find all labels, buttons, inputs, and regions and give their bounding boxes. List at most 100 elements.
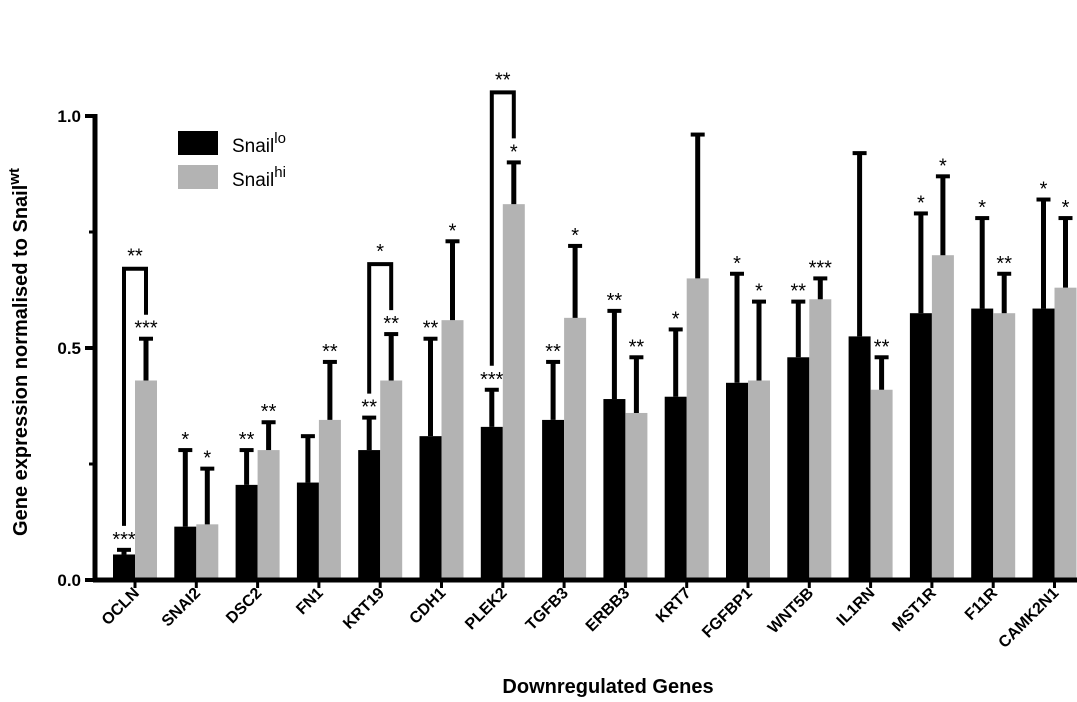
x-tick-label-fn1: FN1 (293, 585, 326, 618)
bar-ocln-hi (135, 380, 157, 580)
bar-mst1r-hi (931, 255, 954, 580)
bar-fgfbp1-lo (726, 382, 748, 580)
significance-f11r-hi: ** (996, 253, 1012, 275)
legend: Snaillo Snailhi (178, 130, 286, 191)
bar-wnt5b-lo (787, 357, 810, 580)
legend-swatch-hi (178, 165, 218, 189)
significance-plek2-hi: * (510, 141, 518, 163)
legend-swatch-lo (178, 131, 218, 155)
bracket-plek2 (489, 90, 516, 366)
bar-plek2-lo (480, 426, 503, 580)
bar-krt7-lo (664, 396, 687, 580)
x-tick-label-dsc2: DSC2 (223, 585, 265, 627)
significance-tgfb3-lo: ** (545, 341, 561, 363)
bracket-label-krt19: * (376, 241, 384, 263)
significance-dsc2-hi: ** (261, 401, 277, 423)
significance-cdh1-lo: ** (423, 318, 439, 340)
bar-il1rn-hi (870, 389, 893, 580)
bar-dsc2-lo (235, 484, 258, 580)
x-tick-label-erbb3: ERBB3 (583, 585, 633, 635)
x-tick-label-f11r: F11R (962, 584, 1001, 623)
bar-krt19-hi (380, 380, 403, 580)
y-tick-label-2: 1.0 (57, 107, 81, 126)
legend-label-lo-sup: lo (274, 130, 286, 147)
significance-krt7-lo: * (672, 308, 680, 330)
bar-snai2-lo (174, 526, 197, 580)
bar-il1rn-lo (848, 336, 871, 580)
x-tick-label-ocln: OCLN (99, 585, 143, 629)
bar-fn1-hi (318, 419, 341, 580)
bar-camk2n1-hi (1054, 287, 1077, 580)
significance-dsc2-lo: ** (239, 429, 255, 451)
bracket-label-ocln: ** (127, 246, 143, 268)
significance-mst1r-hi: * (939, 155, 947, 177)
x-tick-label-mst1r: MST1R (889, 584, 940, 635)
legend-label-hi: Snailhi (232, 164, 286, 191)
significance-fgfbp1-hi: * (755, 281, 763, 303)
bar-cdh1-lo (419, 436, 442, 580)
x-tick-label-plek2: PLEK2 (462, 585, 511, 634)
y-axis-title: Gene expression normalised to Snailwt (6, 168, 32, 536)
significance-ocln-lo: *** (112, 529, 136, 551)
bar-dsc2-hi (257, 450, 280, 580)
significance-il1rn-hi: ** (874, 336, 890, 358)
significance-cdh1-hi: * (449, 220, 457, 242)
bar-mst1r-lo (909, 313, 932, 580)
y-tick-label-1: 0.5 (57, 339, 81, 358)
significance-fgfbp1-lo: * (733, 253, 741, 275)
x-tick-label-krt19: KRT19 (340, 585, 388, 633)
chart-marks: ****************** ***************** *****… (112, 69, 1077, 580)
bracket-krt19 (367, 262, 394, 394)
bar-fn1-lo (296, 482, 319, 580)
x-axis-title: Downregulated Genes (502, 676, 713, 698)
bar-tgfb3-lo (542, 419, 565, 580)
significance-wnt5b-lo: ** (791, 281, 807, 303)
bar-plek2-hi (502, 204, 525, 580)
y-axis-title-main: Gene expression normalised to Snail (10, 185, 32, 536)
x-tick-label-cdh1: CDH1 (407, 585, 450, 628)
significance-mst1r-lo: * (917, 192, 925, 214)
bar-ocln-lo (113, 554, 135, 580)
bar-wnt5b-hi (809, 299, 832, 580)
significance-krt19-hi: ** (383, 313, 399, 335)
significance-erbb3-hi: ** (629, 336, 645, 358)
x-tick-label-il1rn: IL1RN (834, 585, 879, 630)
significance-camk2n1-lo: * (1040, 179, 1048, 201)
significance-tgfb3-hi: * (571, 225, 579, 247)
bracket-ocln (122, 266, 148, 526)
x-tick-label-camk2n1: CAMK2N1 (996, 585, 1063, 652)
legend-label-hi-main: Snail (232, 170, 274, 191)
x-tick-label-fgfbp1: FGFBP1 (699, 585, 756, 642)
legend-label-lo: Snaillo (232, 130, 286, 157)
bar-fgfbp1-hi (748, 380, 770, 580)
legend-label-lo-main: Snail (232, 136, 274, 157)
significance-ocln-hi: *** (134, 318, 158, 340)
y-tick-label-0: 0.0 (57, 571, 81, 590)
bar-tgfb3-hi (564, 317, 587, 580)
bar-erbb3-lo (603, 399, 626, 580)
significance-wnt5b-hi: *** (809, 257, 833, 279)
bar-snai2-hi (196, 524, 219, 580)
y-axis-title-sup: wt (6, 168, 23, 186)
significance-f11r-lo: * (978, 197, 986, 219)
x-tick-label-snai2: SNAI2 (159, 585, 204, 630)
significance-plek2-lo: *** (480, 369, 504, 391)
x-tick-label-tgfb3: TGFB3 (523, 585, 572, 634)
bar-cdh1-hi (441, 320, 464, 580)
bracket-label-plek2: ** (495, 69, 511, 91)
significance-snai2-hi: * (203, 448, 211, 470)
significance-camk2n1-hi: * (1062, 197, 1070, 219)
bar-krt7-hi (686, 278, 709, 580)
significance-erbb3-lo: ** (607, 290, 623, 312)
x-tick-label-wnt5b: WNT5B (765, 585, 817, 637)
bar-f11r-hi (993, 313, 1016, 580)
x-tick-label-krt7: KRT7 (653, 585, 695, 627)
significance-fn1-hi: ** (322, 341, 338, 363)
legend-label-hi-sup: hi (274, 164, 286, 181)
bar-krt19-lo (358, 450, 381, 580)
bar-erbb3-hi (625, 412, 648, 580)
bar-camk2n1-lo (1032, 308, 1055, 580)
bar-f11r-lo (971, 308, 994, 580)
significance-snai2-lo: * (181, 429, 189, 451)
